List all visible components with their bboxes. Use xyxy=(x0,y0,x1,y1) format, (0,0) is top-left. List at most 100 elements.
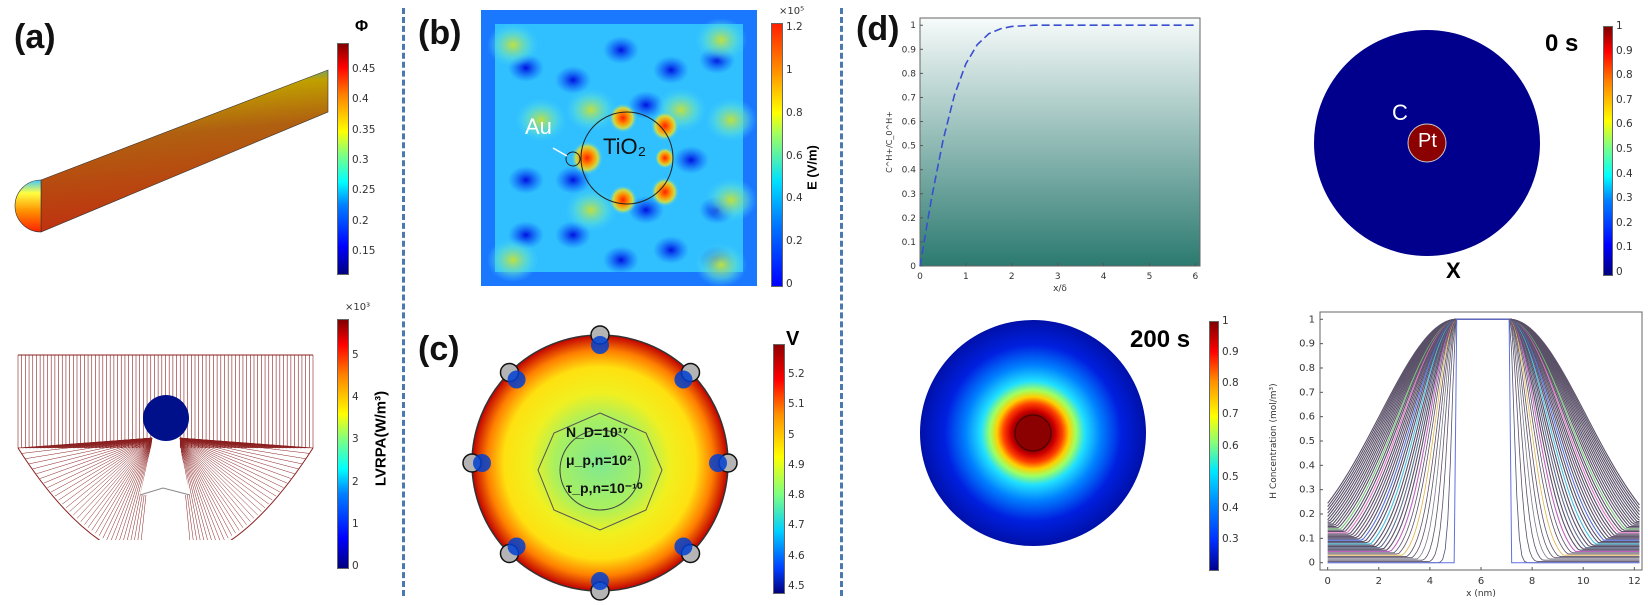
colorbar-lvrpa-tick: 2 xyxy=(352,475,359,488)
param-mu: μ_p,n=10² xyxy=(566,452,632,468)
colorbar-d-bottom-tick: 0.6 xyxy=(1222,439,1239,452)
colorbar-efield-tick: 0 xyxy=(786,278,793,290)
y-axis-label: H Concentration (mol/m³) xyxy=(1269,383,1279,498)
colorbar-phi-tick: 0.15 xyxy=(352,245,376,257)
colorbar-d-top-tick: 0.3 xyxy=(1616,192,1633,205)
ray-line xyxy=(179,437,208,540)
colorbar-potential-tick: 4.6 xyxy=(788,549,805,562)
ray-line xyxy=(179,437,310,454)
h-concentration-chart: 0 2 4 6 8 10 12 0 0.1 0.2 0.3 0.4 0.5 0.6 0.7 0.8 0.9 1 x … xyxy=(1269,311,1643,599)
au-label: Au xyxy=(525,114,552,139)
y-tick-label: 0.3 xyxy=(902,190,916,200)
potential-contour-inner xyxy=(559,429,641,511)
electrode-depletion xyxy=(591,572,609,590)
colorbar-lvrpa-tick: 5 xyxy=(352,349,359,361)
time-label-0s: 0 s xyxy=(1545,30,1579,57)
ray-line xyxy=(179,437,236,534)
colorbar-potential-tick: 5.2 xyxy=(788,368,805,380)
x-tick-label: 4 xyxy=(1427,576,1433,587)
ray-line xyxy=(87,437,153,528)
x-label: X xyxy=(1446,258,1461,283)
ray-line xyxy=(76,437,153,519)
ray-line xyxy=(179,437,280,493)
colorbar-phi-tick: 0.4 xyxy=(352,93,369,106)
electrode-contacts xyxy=(462,325,738,601)
y-tick-label: 0 xyxy=(910,262,916,272)
ray-line xyxy=(110,437,153,540)
ray-line xyxy=(65,437,153,509)
ray-line xyxy=(179,437,277,497)
ray-line xyxy=(36,437,153,475)
colorbar-efield-tick: 0.6 xyxy=(786,149,803,162)
cold-spot xyxy=(653,236,689,264)
ray-line xyxy=(69,437,153,512)
ray-line xyxy=(51,437,153,493)
colorbar-phi-tick: 0.35 xyxy=(352,123,376,136)
colorbar-d-bottom-tick: 0.4 xyxy=(1222,501,1239,514)
ray-line xyxy=(91,437,153,531)
ray-line xyxy=(80,437,153,522)
warm-spot xyxy=(705,178,757,222)
y-tick-label: 0.4 xyxy=(1299,460,1315,471)
shadow-region xyxy=(140,438,190,495)
y-tick-label: 0.6 xyxy=(1299,412,1315,423)
x-tick-label: 0 xyxy=(1324,576,1330,587)
param-nd: N_D=10¹⁷ xyxy=(566,424,629,440)
x-tick-label: 4 xyxy=(1101,272,1107,282)
y-tick-label: 0.4 xyxy=(902,166,917,176)
warm-spot xyxy=(695,243,747,286)
y-tick-label: 1 xyxy=(1309,314,1315,325)
x-tick-label: 5 xyxy=(1147,272,1153,282)
panel-label-d: (d) xyxy=(856,10,900,48)
ray-line xyxy=(115,437,153,540)
colorbar-phi xyxy=(337,43,349,275)
ray-line xyxy=(179,437,295,475)
colorbar-d-top-tick: 0.6 xyxy=(1616,118,1633,131)
panel-label-a: (a) xyxy=(14,18,56,56)
colorbar-d-top-tick: 0.7 xyxy=(1616,93,1633,106)
colorbar-d-bottom-tick: 0.3 xyxy=(1222,533,1239,545)
ray-line xyxy=(58,437,153,501)
colorbar-efield-tick: 0.8 xyxy=(786,106,803,119)
cold-spot xyxy=(673,146,709,174)
warm-spot xyxy=(705,98,757,142)
ray-line xyxy=(102,437,153,539)
colorbar-d-top-tick: 0.8 xyxy=(1616,69,1633,82)
catalyst-particle xyxy=(143,395,189,441)
x-tick-label: 8 xyxy=(1529,576,1535,587)
colorbar-d-bottom-tick: 0.5 xyxy=(1222,470,1239,483)
hot-spot xyxy=(609,103,637,133)
ray-line xyxy=(47,437,153,488)
colorbar-phi-title: Φ xyxy=(355,18,369,35)
colorbar-lvrpa xyxy=(337,319,349,569)
ray-line xyxy=(127,437,153,540)
hot-spot xyxy=(651,111,679,141)
field-hot-spots xyxy=(571,103,679,215)
y-tick-label: 0 xyxy=(1309,558,1315,569)
reflector-arc xyxy=(17,447,314,540)
electrode-depletion xyxy=(674,370,693,389)
colorbar-d-bottom-tick: 0.9 xyxy=(1222,346,1239,359)
colorbar-potential-tick: 4.8 xyxy=(788,489,805,502)
tio2-particle xyxy=(580,111,674,205)
warm-spot xyxy=(515,98,567,142)
colorbar-potential-tick: 5.1 xyxy=(788,398,805,411)
electrode-depletion xyxy=(473,454,491,472)
y-tick-label: 0.5 xyxy=(902,142,916,152)
field-warm-spots xyxy=(487,18,757,286)
colorbar-efield xyxy=(771,23,783,287)
series-line xyxy=(919,24,1196,267)
ray-line xyxy=(179,437,201,540)
colorbar-lvrpa-title: LVRPA(W/m³) xyxy=(372,390,390,487)
warm-spot xyxy=(487,238,539,282)
x-axis-label: x (nm) xyxy=(1466,589,1496,599)
colorbar-efield-tick: 1.2 xyxy=(786,21,803,33)
colorbar-lvrpa-tick: 3 xyxy=(352,433,359,446)
efield-map xyxy=(481,10,757,286)
colorbar-d-bottom-tick: 0.8 xyxy=(1222,377,1239,390)
y-tick-label: 0.5 xyxy=(1299,436,1315,447)
cold-spot xyxy=(603,36,639,64)
cold-spot xyxy=(628,91,664,119)
colorbar-d-top-tick: 0.2 xyxy=(1616,216,1633,229)
colorbar-potential-tick: 4.9 xyxy=(788,458,805,471)
